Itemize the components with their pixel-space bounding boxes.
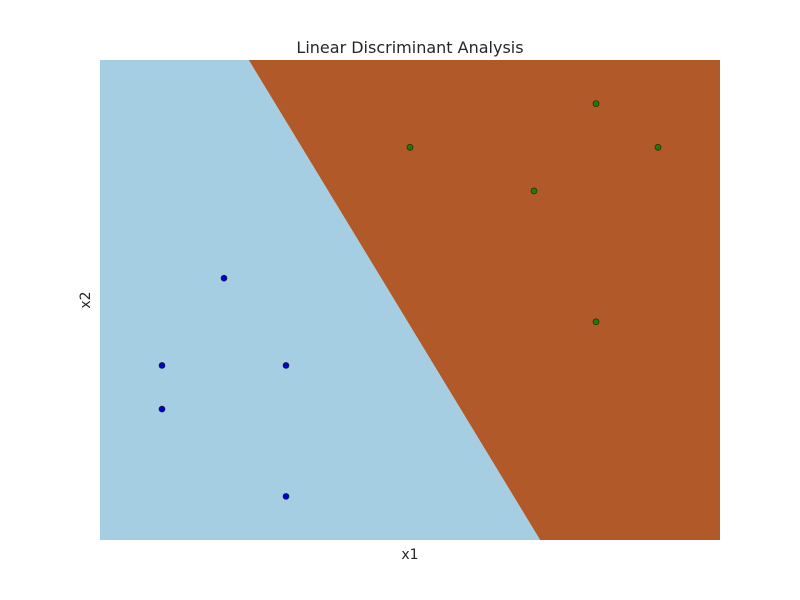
y-axis-label: x2: [78, 291, 94, 308]
chart-title: Linear Discriminant Analysis: [296, 38, 523, 57]
class-2-point-1: [406, 143, 414, 151]
class-1-point-5: [282, 493, 290, 500]
class-2-point-3: [592, 100, 600, 107]
x-axis-label: x1: [401, 547, 418, 563]
class-2-point-4: [592, 318, 600, 326]
class-1-point-3: [220, 274, 228, 282]
class-1-point-2: [158, 405, 166, 413]
class-1-point-4: [282, 362, 290, 369]
scatter-points: [158, 100, 662, 500]
class-2-region: [248, 60, 721, 540]
class-1-region: [100, 60, 541, 540]
class-2-point-5: [654, 143, 662, 151]
class-1-point-1: [158, 362, 166, 369]
plot-area: [100, 60, 721, 540]
class-2-point-2: [530, 187, 538, 195]
